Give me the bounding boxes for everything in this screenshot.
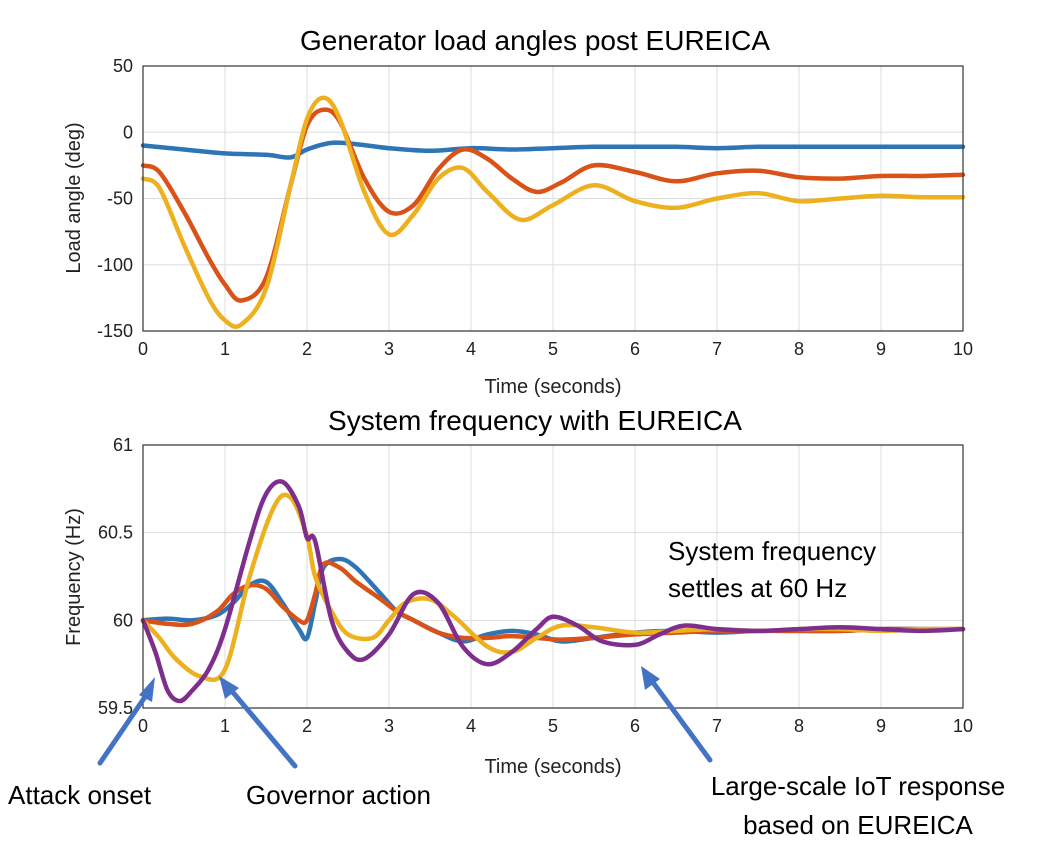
chart2-x-tick-label: 6 <box>630 716 640 736</box>
chart1-series-generator-2 <box>140 107 966 303</box>
chart1-y-tick-label: -150 <box>97 321 133 341</box>
chart1-y-ticks: -150 -100 -50 0 50 <box>97 56 133 341</box>
chart1-x-tick-label: 0 <box>138 339 148 359</box>
arrow-attack-shaft <box>97 691 150 766</box>
chart2-x-tick-label: 7 <box>712 716 722 736</box>
arrow-iot-shaft <box>649 678 713 763</box>
chart1-x-axis-label: Time (seconds) <box>484 376 621 398</box>
chart1-x-tick-label: 5 <box>548 339 558 359</box>
chart2-x-tick-label: 9 <box>876 716 886 736</box>
chart2-x-tick-label: 8 <box>794 716 804 736</box>
annotation-iot-line1: Large-scale IoT response <box>711 771 1005 801</box>
chart1-x-tick-label: 3 <box>384 339 394 359</box>
chart2-x-tick-label: 0 <box>138 716 148 736</box>
chart1-y-tick-label: 50 <box>113 56 133 76</box>
chart1-y-axis-label: Load angle (deg) <box>63 122 85 273</box>
chart1-x-tick-label: 2 <box>302 339 312 359</box>
chart1-x-tick-label: 10 <box>953 339 973 359</box>
chart1-x-tick-label: 7 <box>712 339 722 359</box>
annotation-iot-line2: based on EUREICA <box>743 810 973 840</box>
chart1-x-tick-label: 8 <box>794 339 804 359</box>
chart1-y-tick-label: -100 <box>97 255 133 275</box>
chart1-x-tick-label: 1 <box>220 339 230 359</box>
chart2-title: System frequency with EUREICA <box>328 405 742 436</box>
chart1-y-tick-label: -50 <box>107 189 133 209</box>
chart2-y-ticks: 59.5 60 60.5 61 <box>98 435 133 718</box>
chart1-x-tick-label: 4 <box>466 339 476 359</box>
annotation-settles-line2: settles at 60 Hz <box>668 573 847 603</box>
chart2-series-bus-4 <box>140 479 966 704</box>
arrow-iot-head <box>641 666 660 690</box>
chart1-series-group <box>140 95 966 329</box>
chart1-x-tick-label: 9 <box>876 339 886 359</box>
chart1-x-ticks: 0 1 2 3 4 5 6 7 8 9 10 <box>138 339 973 359</box>
chart2-y-tick-label: 59.5 <box>98 698 133 718</box>
chart2-x-tick-label: 2 <box>302 716 312 736</box>
chart2-x-tick-label: 10 <box>953 716 973 736</box>
chart2-x-tick-label: 4 <box>466 716 476 736</box>
arrow-attack-head <box>139 677 155 702</box>
chart1-series-generator-3 <box>140 95 966 329</box>
chart2-x-tick-label: 5 <box>548 716 558 736</box>
chart2-x-axis-label: Time (seconds) <box>484 756 621 778</box>
chart2-y-tick-label: 61 <box>113 435 133 455</box>
chart1-plot-frame <box>142 65 964 332</box>
chart2-x-ticks: 0 1 2 3 4 5 6 7 8 9 10 <box>138 716 973 736</box>
annotation-governor-action: Governor action <box>246 780 431 810</box>
chart1-series-generator-1 <box>140 140 966 160</box>
chart1-y-tick-label: 0 <box>123 122 133 142</box>
chart2-y-axis-label: Frequency (Hz) <box>63 508 85 646</box>
chart2-series-group <box>140 479 966 704</box>
chart2-y-tick-label: 60 <box>113 610 133 630</box>
arrow-governor-head <box>219 676 239 699</box>
chart2-plot-frame <box>142 444 964 709</box>
chart2-x-tick-label: 3 <box>384 716 394 736</box>
arrow-governor-action <box>219 676 298 769</box>
annotation-attack-onset: Attack onset <box>8 780 152 810</box>
arrow-governor-shaft <box>228 687 298 769</box>
arrow-iot-response <box>641 666 713 763</box>
arrow-attack-onset <box>97 677 155 766</box>
chart1-x-tick-label: 6 <box>630 339 640 359</box>
annotation-settles-line1: System frequency <box>668 536 876 566</box>
chart2-x-tick-label: 1 <box>220 716 230 736</box>
chart2-y-tick-label: 60.5 <box>98 523 133 543</box>
chart1-title: Generator load angles post EUREICA <box>300 25 770 56</box>
